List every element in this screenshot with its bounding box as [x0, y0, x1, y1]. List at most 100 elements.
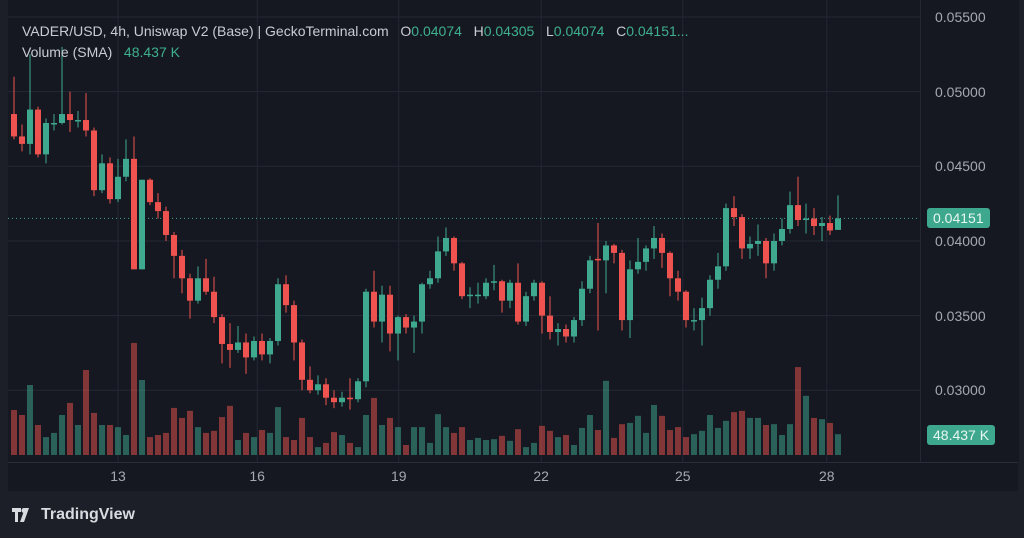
volume-bar: [35, 425, 41, 455]
volume-bar: [459, 427, 465, 455]
volume-bar: [827, 422, 833, 455]
volume-bar: [299, 417, 305, 455]
candle-body: [251, 340, 257, 358]
candle-body: [107, 163, 113, 200]
volume-bar: [635, 415, 641, 455]
volume-bar: [731, 412, 737, 455]
volume-bar: [771, 424, 777, 455]
candle-body: [611, 245, 617, 253]
volume-bar: [483, 440, 489, 455]
volume-bar: [107, 425, 113, 455]
volume-bar: [163, 432, 169, 455]
price-tick-label: 0.03000: [935, 382, 986, 399]
candle-body: [147, 179, 153, 203]
chart-pane[interactable]: [8, 0, 920, 462]
candle-body: [91, 130, 97, 191]
price-axis[interactable]: 0.04151 48.437 K 0.05500 0.05000 0.04500 0.…: [920, 0, 1019, 462]
chart-legend: VADER/USD, 4h, Uniswap V2 (Base) | Gecko…: [22, 21, 688, 63]
candle-body: [27, 109, 33, 144]
volume-bar: [291, 440, 297, 455]
candle-body: [51, 123, 57, 125]
candle-body: [323, 384, 329, 398]
low-label: L: [545, 23, 554, 39]
volume-bar: [115, 427, 121, 455]
candle-body: [747, 243, 753, 249]
volume-bar: [811, 417, 817, 455]
volume-bar: [707, 415, 713, 455]
volume-bar: [419, 427, 425, 455]
volume-bar: [139, 380, 145, 455]
volume-bar: [795, 367, 801, 455]
volume-bar: [131, 342, 137, 455]
volume-bar: [627, 422, 633, 455]
high-value: 0.04305: [483, 23, 535, 39]
volume-bar: [227, 405, 233, 455]
candle-body: [67, 114, 73, 121]
volume-bar: [763, 425, 769, 455]
candle-body: [787, 205, 793, 230]
volume-bar: [683, 437, 689, 455]
volume-bar: [59, 415, 65, 455]
volume-bar: [83, 370, 89, 455]
candle-body: [483, 282, 489, 297]
candle-body: [635, 261, 641, 270]
candle-body: [115, 176, 121, 200]
candle-body: [459, 263, 465, 297]
candle-body: [571, 320, 577, 337]
volume-sma-tag: 48.437 K: [927, 424, 996, 445]
candle-body: [331, 397, 337, 403]
volume-bar: [195, 427, 201, 455]
time-axis[interactable]: 13 16 19 22 25 28: [8, 462, 1018, 491]
candle-body: [139, 179, 145, 270]
candle-body: [275, 284, 281, 341]
low-value: 0.04074: [553, 23, 605, 39]
candle-body: [235, 342, 241, 350]
candle-body: [419, 284, 425, 322]
volume-bar: [387, 417, 393, 455]
candle-body: [523, 296, 529, 322]
volume-bar: [123, 435, 129, 455]
volume-bar: [699, 430, 705, 455]
candle-body: [307, 379, 313, 391]
open-value: 0.04074: [411, 23, 462, 39]
candle-body: [299, 342, 305, 380]
volume-bar: [379, 425, 385, 455]
volume-bar: [347, 442, 353, 455]
candle-body: [675, 278, 681, 292]
volume-bar: [579, 427, 585, 455]
last-price-tag: 0.04151: [927, 208, 990, 229]
tradingview-logo[interactable]: TradingView: [12, 506, 135, 524]
close-value: 0.04151...: [626, 23, 689, 39]
volume-bar: [187, 410, 193, 455]
candle-body: [795, 205, 801, 221]
candle-body: [803, 218, 809, 221]
volume-bar: [43, 437, 49, 455]
candle-body: [427, 278, 433, 285]
symbol-row: VADER/USD, 4h, Uniswap V2 (Base) | Gecko…: [22, 21, 688, 42]
candle-body: [467, 294, 473, 297]
volume-bar: [571, 445, 577, 455]
volume-bar: [67, 402, 73, 455]
time-tick-label: 22: [533, 468, 549, 484]
volume-bar: [691, 434, 697, 455]
volume-bar: [523, 447, 529, 455]
volume-bar: [355, 447, 361, 455]
candle-body: [827, 223, 833, 231]
volume-bar: [539, 425, 545, 455]
volume-bar: [147, 437, 153, 455]
open-label: O: [400, 23, 412, 39]
volume-bar: [507, 440, 513, 455]
candle-body: [131, 158, 137, 270]
volume-bar: [747, 417, 753, 455]
branding-text: TradingView: [41, 506, 135, 523]
candle-body: [75, 120, 81, 122]
volume-bar: [675, 427, 681, 455]
candle-body: [555, 329, 561, 333]
volume-bar: [427, 442, 433, 455]
candle-body: [203, 278, 209, 292]
symbol-title[interactable]: VADER/USD, 4h, Uniswap V2 (Base) | Gecko…: [22, 23, 389, 39]
volume-bar: [723, 420, 729, 455]
volume-indicator-label[interactable]: Volume (SMA): [22, 44, 113, 60]
volume-bar: [755, 417, 761, 455]
candle-body: [587, 260, 593, 289]
